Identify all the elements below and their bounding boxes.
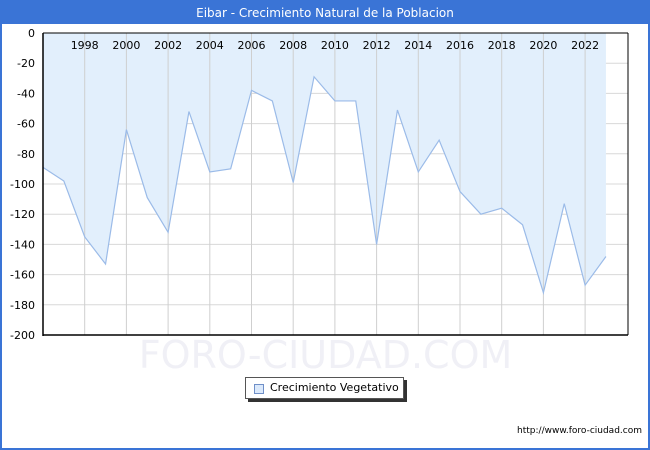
chart-title: Eibar - Crecimiento Natural de la Poblac… xyxy=(2,2,648,24)
area-fill xyxy=(43,33,606,293)
x-tick-label: 2008 xyxy=(279,39,307,52)
y-tick-label: -100 xyxy=(10,178,35,191)
x-tick-label: 2010 xyxy=(321,39,349,52)
x-tick-label: 2016 xyxy=(446,39,474,52)
legend: Crecimiento Vegetativo xyxy=(245,377,404,399)
y-tick-label: -20 xyxy=(17,57,35,70)
source-url: http://www.foro-ciudad.com xyxy=(517,426,642,436)
y-tick-label: -40 xyxy=(17,87,35,100)
x-tick-label: 2006 xyxy=(238,39,266,52)
watermark: FORO-CIUDAD.COM xyxy=(139,333,513,377)
x-tick-label: 2014 xyxy=(404,39,432,52)
legend-swatch-icon xyxy=(254,384,264,394)
x-tick-label: 2004 xyxy=(196,39,224,52)
y-tick-label: 0 xyxy=(28,27,35,40)
x-tick-label: 2018 xyxy=(488,39,516,52)
x-tick-label: 2012 xyxy=(363,39,391,52)
x-tick-label: 2002 xyxy=(154,39,182,52)
y-tick-label: -80 xyxy=(17,148,35,161)
y-tick-label: -160 xyxy=(10,269,35,282)
y-tick-label: -120 xyxy=(10,208,35,221)
y-tick-label: -60 xyxy=(17,118,35,131)
x-tick-label: 2000 xyxy=(112,39,140,52)
x-tick-label: 1998 xyxy=(71,39,99,52)
x-tick-label: 2020 xyxy=(529,39,557,52)
y-tick-label: -140 xyxy=(10,238,35,251)
data-line xyxy=(42,75,607,296)
y-tick-label: -200 xyxy=(10,329,35,342)
y-tick-label: -180 xyxy=(10,299,35,312)
legend-label: Crecimiento Vegetativo xyxy=(270,381,399,394)
x-tick-label: 2022 xyxy=(571,39,599,52)
